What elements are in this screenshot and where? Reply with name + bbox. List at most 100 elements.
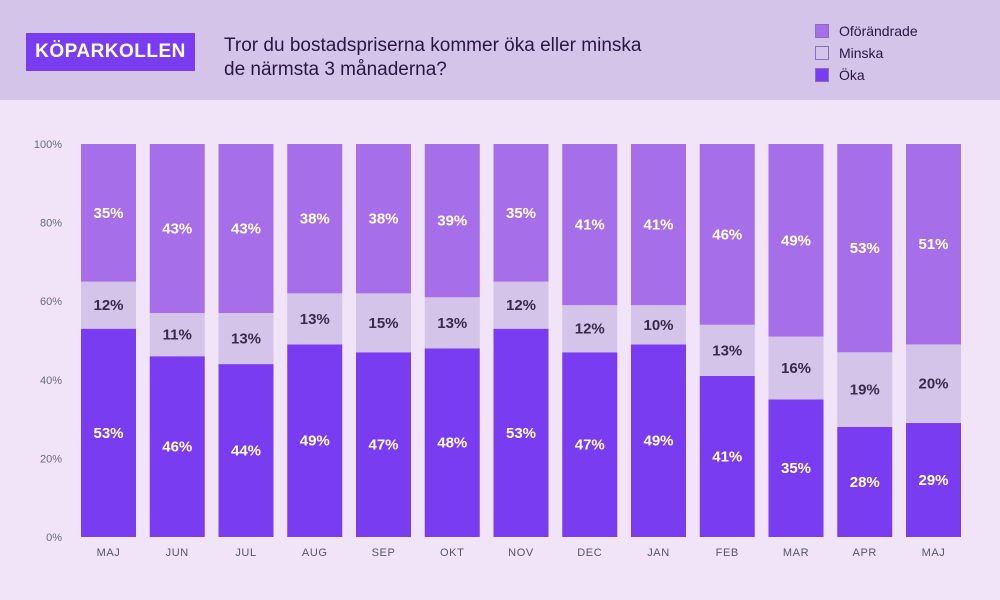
x-category-label: JAN bbox=[647, 547, 670, 559]
data-label-minska: 13% bbox=[712, 342, 742, 359]
bar-segment-oka bbox=[493, 328, 549, 537]
data-label-oforandrade: 41% bbox=[643, 217, 673, 234]
data-label-minska: 13% bbox=[437, 315, 467, 332]
data-label-minska: 13% bbox=[231, 331, 261, 348]
data-label-oka: 49% bbox=[300, 433, 330, 450]
x-category-label: FEB bbox=[716, 547, 739, 559]
legend-label-oka: Öka bbox=[839, 67, 865, 83]
data-label-minska: 13% bbox=[300, 311, 330, 328]
data-label-oka: 46% bbox=[162, 439, 192, 456]
data-label-oka: 47% bbox=[575, 437, 605, 454]
bar-segment-oka bbox=[287, 344, 343, 537]
y-tick-label: 60% bbox=[40, 296, 62, 308]
data-label-oka: 49% bbox=[643, 433, 673, 450]
data-label-oka: 28% bbox=[850, 474, 880, 491]
bar-segment-minska bbox=[149, 312, 205, 357]
data-label-minska: 12% bbox=[575, 321, 605, 338]
data-label-oforandrade: 41% bbox=[575, 217, 605, 234]
x-category-label: MAJ bbox=[922, 547, 946, 559]
data-label-oka: 41% bbox=[712, 448, 742, 465]
legend-swatch-oka bbox=[815, 68, 829, 82]
x-category-label: MAJ bbox=[97, 547, 121, 559]
data-label-minska: 16% bbox=[781, 360, 811, 377]
x-category-label: AUG bbox=[302, 547, 328, 559]
bar-segment-oforandrade bbox=[356, 144, 411, 294]
data-label-oforandrade: 43% bbox=[231, 220, 261, 237]
bar-segment-oka bbox=[631, 344, 686, 537]
bar-segment-oforandrade bbox=[768, 144, 824, 337]
legend: Oförändrade Minska Öka bbox=[815, 20, 918, 86]
brand-logo: KÖPARKOLLEN bbox=[26, 33, 195, 71]
data-label-oforandrade: 51% bbox=[918, 236, 948, 253]
y-tick-label: 80% bbox=[40, 218, 62, 230]
data-label-oforandrade: 35% bbox=[93, 205, 123, 222]
bar-segment-minska bbox=[768, 336, 824, 400]
x-category-label: OKT bbox=[440, 547, 464, 559]
y-tick-label: 40% bbox=[40, 375, 62, 387]
bar-segment-oforandrade bbox=[81, 144, 136, 282]
bar-segment-oforandrade bbox=[837, 144, 893, 353]
legend-swatch-oforandrade bbox=[815, 24, 829, 38]
data-label-oforandrade: 39% bbox=[437, 213, 467, 230]
bar-segment-minska bbox=[562, 305, 618, 353]
data-label-oforandrade: 43% bbox=[162, 220, 192, 237]
x-category-label: DEC bbox=[577, 547, 602, 559]
bar-segment-oka bbox=[424, 348, 480, 537]
x-category-label: JUN bbox=[166, 547, 189, 559]
data-label-oforandrade: 38% bbox=[368, 211, 398, 228]
y-tick-label: 100% bbox=[34, 139, 62, 151]
data-label-minska: 11% bbox=[163, 327, 192, 344]
chart-title: Tror du bostadspriserna kommer öka eller… bbox=[224, 34, 744, 82]
data-label-oka: 53% bbox=[506, 425, 536, 442]
data-label-oka: 29% bbox=[918, 472, 948, 489]
data-label-oforandrade: 38% bbox=[300, 211, 330, 228]
bar-segment-oforandrade bbox=[631, 144, 686, 306]
bar-segment-minska bbox=[631, 305, 686, 345]
bar-segment-oforandrade bbox=[906, 144, 961, 345]
bar-segment-oka bbox=[837, 426, 893, 537]
data-label-oka: 48% bbox=[437, 435, 467, 452]
bar-segment-oka bbox=[562, 352, 618, 537]
bar-segment-oforandrade bbox=[218, 144, 274, 313]
bar-segment-minska bbox=[699, 324, 755, 376]
bar-segment-oka bbox=[149, 356, 205, 537]
data-label-oforandrade: 46% bbox=[712, 226, 742, 243]
data-label-oka: 35% bbox=[781, 460, 811, 477]
legend-item-oka: Öka bbox=[815, 64, 918, 86]
bar-segment-minska bbox=[906, 344, 961, 424]
bar-segment-minska bbox=[493, 281, 549, 329]
bar-segment-oforandrade bbox=[562, 144, 618, 306]
chart-title-line-2: de närmsta 3 månaderna? bbox=[224, 59, 447, 80]
legend-item-oforandrade: Oförändrade bbox=[815, 20, 918, 42]
bar-segment-oka bbox=[768, 399, 824, 537]
bar-segment-oka bbox=[906, 423, 961, 537]
data-label-oforandrade: 53% bbox=[850, 240, 880, 257]
data-label-oforandrade: 35% bbox=[506, 205, 536, 222]
y-tick-label: 20% bbox=[40, 453, 62, 465]
bar-segment-oka bbox=[81, 328, 136, 537]
bar-segment-oforandrade bbox=[493, 144, 549, 282]
x-category-label: APR bbox=[853, 547, 877, 559]
bar-segment-oforandrade bbox=[287, 144, 343, 294]
legend-swatch-minska bbox=[815, 46, 829, 60]
bar-segment-minska bbox=[424, 297, 480, 349]
bar-segment-minska bbox=[81, 281, 136, 329]
data-label-minska: 12% bbox=[93, 297, 123, 314]
bar-segment-minska bbox=[356, 293, 411, 353]
bar-segment-oforandrade bbox=[149, 144, 205, 313]
data-label-minska: 20% bbox=[918, 376, 948, 393]
header-band: KÖPARKOLLEN Tror du bostadspriserna komm… bbox=[0, 0, 1000, 100]
bar-segment-oforandrade bbox=[424, 144, 480, 298]
data-label-oka: 53% bbox=[93, 425, 123, 442]
legend-item-minska: Minska bbox=[815, 42, 918, 64]
legend-label-oforandrade: Oförändrade bbox=[839, 23, 918, 39]
data-label-minska: 15% bbox=[368, 315, 398, 332]
x-category-label: SEP bbox=[372, 547, 396, 559]
x-category-label: MAR bbox=[783, 547, 809, 559]
data-label-oforandrade: 49% bbox=[781, 232, 811, 249]
bar-segment-minska bbox=[287, 293, 343, 345]
bar-segment-oka bbox=[699, 375, 755, 537]
data-label-minska: 10% bbox=[643, 317, 673, 334]
data-label-minska: 19% bbox=[850, 382, 880, 399]
